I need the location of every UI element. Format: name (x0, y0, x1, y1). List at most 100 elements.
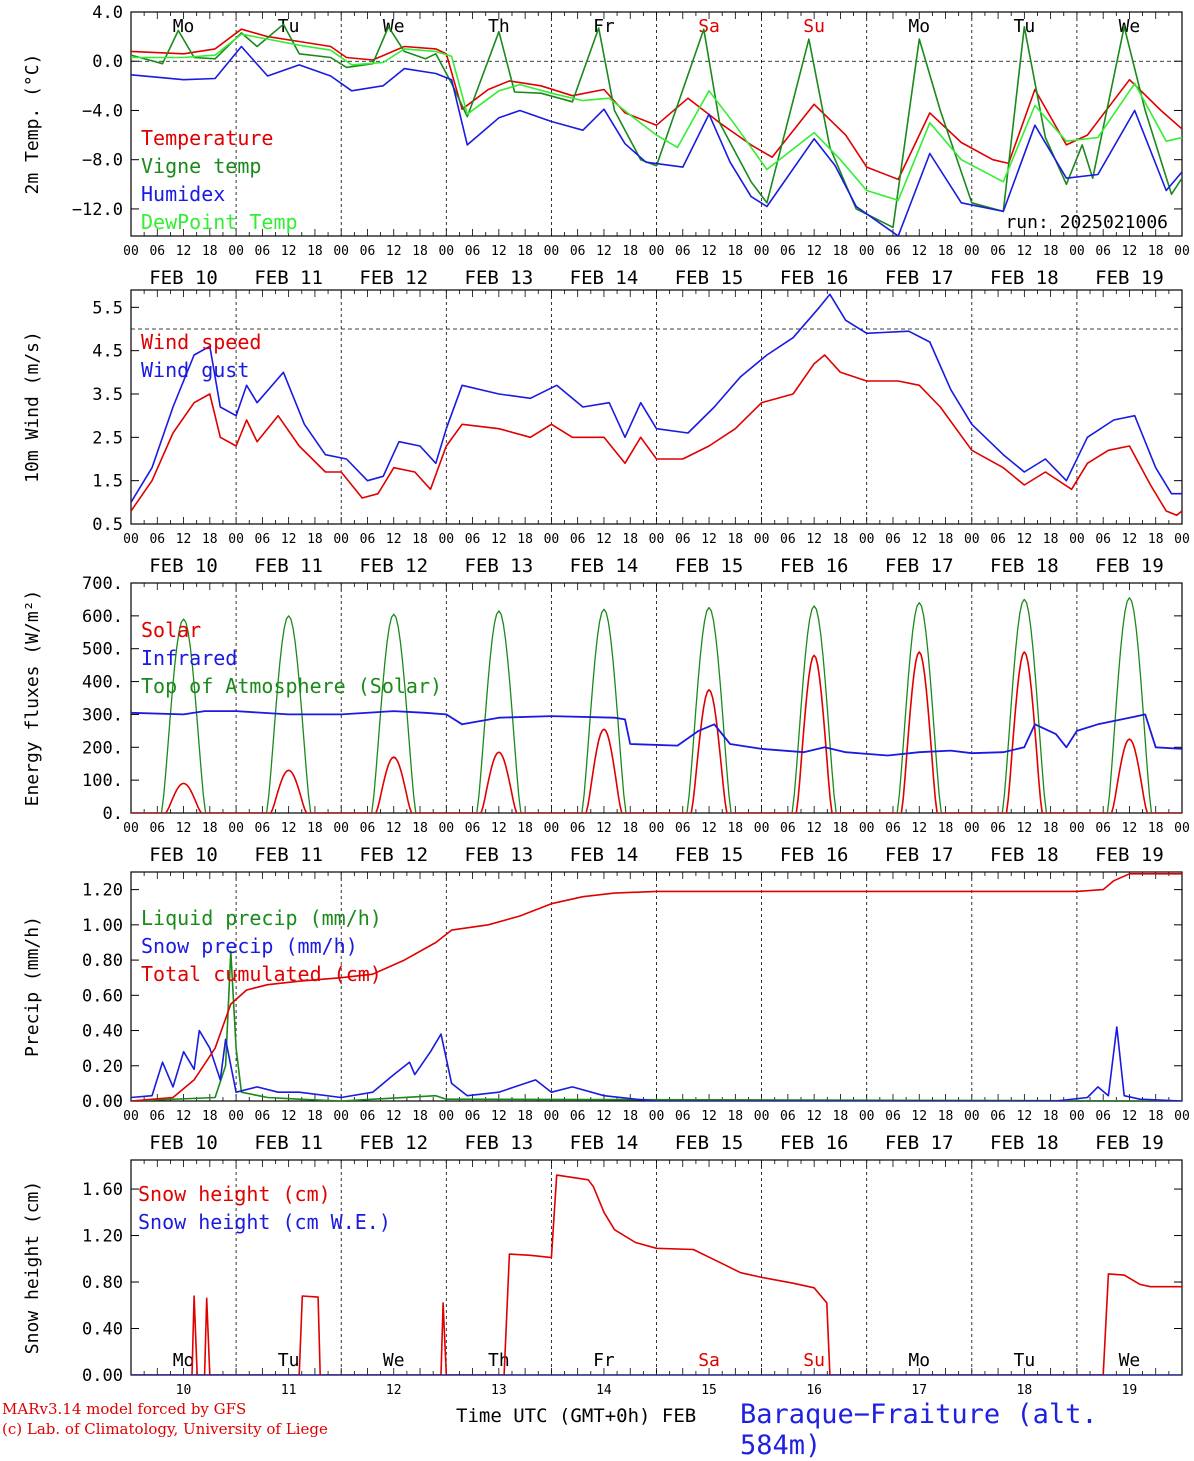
hour-label: 00 (228, 244, 244, 259)
date-label: FEB 16 (780, 844, 849, 866)
y-tick-label: 5.5 (92, 298, 123, 318)
hour-label: 06 (149, 821, 165, 836)
hour-label: 00 (228, 821, 244, 836)
hour-label: 18 (307, 821, 323, 836)
hour-label: 06 (780, 1109, 796, 1124)
hour-label: 12 (596, 821, 612, 836)
y-tick-label: 1.20 (82, 881, 123, 901)
hour-label: 18 (1148, 244, 1164, 259)
date-label: FEB 16 (780, 267, 849, 289)
day-number-label: 10 (176, 1383, 192, 1398)
date-label: FEB 15 (675, 1132, 744, 1154)
date-label: FEB 15 (675, 267, 744, 289)
hour-label: 18 (938, 1109, 954, 1124)
hour-label: 18 (833, 821, 849, 836)
weekday-label: Fr (593, 16, 615, 37)
date-label: FEB 15 (675, 555, 744, 577)
hour-label: 00 (544, 821, 560, 836)
y-axis-label: Snow height (cm) (22, 1181, 43, 1354)
credit-model: MARv3.14 model forced by GFS (2, 1400, 247, 1418)
date-label: FEB 13 (465, 555, 534, 577)
hour-label: 18 (1043, 532, 1059, 547)
hour-label: 06 (990, 532, 1006, 547)
panel-5: 1.60 1.20 0.80 0.40 0.00 Snow height (cm) Mo Tu… (22, 1159, 1183, 1398)
y-tick-label: 0. (103, 804, 123, 824)
hour-label: 00 (964, 532, 980, 547)
hour-label: 00 (1174, 532, 1190, 547)
hour-label: 00 (123, 244, 139, 259)
hour-label: 12 (806, 532, 822, 547)
panel-1: 4.0 0.0 −4.0 −8.0 −12.0 2m Temp. (°C) 00 06 12 18… (22, 3, 1190, 289)
hour-label: 18 (622, 244, 638, 259)
hour-label: 12 (806, 1109, 822, 1124)
hour-label: 00 (859, 821, 875, 836)
series-total-cumulated-cm- (131, 873, 1182, 1101)
hour-label: 00 (1069, 1109, 1085, 1124)
hour-label: 06 (675, 244, 691, 259)
day-number-label: 11 (281, 1383, 297, 1398)
hour-label: 12 (701, 821, 717, 836)
hour-label: 00 (754, 1109, 770, 1124)
hour-label: 06 (465, 821, 481, 836)
hour-label: 18 (622, 532, 638, 547)
date-label: FEB 16 (780, 555, 849, 577)
series-dewpoint-temp (131, 33, 1182, 202)
series-humidex (131, 45, 1182, 236)
hour-label: 00 (1174, 1109, 1190, 1124)
hour-label: 06 (255, 1109, 271, 1124)
day-number-label: 17 (911, 1383, 927, 1398)
hour-label: 12 (281, 821, 297, 836)
hour-label: 06 (570, 244, 586, 259)
weekday-label: Su (803, 16, 825, 37)
hour-label: 12 (806, 821, 822, 836)
hour-label: 18 (1148, 532, 1164, 547)
hour-label: 00 (649, 821, 665, 836)
hour-label: 00 (1069, 532, 1085, 547)
hour-label: 12 (701, 532, 717, 547)
hour-label: 06 (990, 244, 1006, 259)
y-tick-label: 4.0 (92, 3, 123, 23)
hour-label: 06 (360, 244, 376, 259)
y-tick-label: 0.80 (82, 951, 123, 971)
y-tick-label: 300. (82, 705, 123, 725)
date-label: FEB 19 (1095, 1132, 1164, 1154)
legend-entry: Infrared (141, 646, 237, 670)
weekday-label: Tu (278, 1350, 300, 1371)
weekday-label: Mo (173, 1350, 195, 1371)
hour-label: 06 (465, 244, 481, 259)
weekday-label: We (383, 1350, 405, 1371)
y-tick-label: −8.0 (82, 151, 123, 171)
hour-label: 12 (386, 821, 402, 836)
hour-label: 00 (1174, 244, 1190, 259)
hour-label: 00 (123, 1109, 139, 1124)
hour-label: 00 (859, 1109, 875, 1124)
hour-label: 18 (307, 532, 323, 547)
date-label: FEB 12 (359, 267, 428, 289)
y-tick-label: 0.0 (92, 52, 123, 72)
hour-label: 06 (149, 1109, 165, 1124)
date-label: FEB 16 (780, 1132, 849, 1154)
hour-label: 18 (517, 821, 533, 836)
date-label: FEB 17 (885, 1132, 954, 1154)
hour-label: 00 (228, 532, 244, 547)
date-label: FEB 10 (149, 267, 218, 289)
hour-label: 06 (255, 244, 271, 259)
hour-label: 18 (1043, 1109, 1059, 1124)
date-label: FEB 18 (990, 555, 1059, 577)
hour-label: 12 (1122, 532, 1138, 547)
weekday-label: We (1119, 1350, 1141, 1371)
hour-label: 00 (544, 244, 560, 259)
legend-entry: Solar (141, 618, 201, 642)
hour-label: 12 (491, 1109, 507, 1124)
hour-label: 12 (911, 532, 927, 547)
series-solar (131, 651, 1182, 813)
weekday-label: Tu (1014, 1350, 1036, 1371)
hour-label: 12 (386, 244, 402, 259)
panel-2: 5.5 4.5 3.5 2.5 1.5 0.5 10m Wind (m/s) 00 06 12 18… (22, 289, 1190, 577)
hour-label: 18 (202, 532, 218, 547)
hour-label: 06 (149, 244, 165, 259)
date-label: FEB 18 (990, 844, 1059, 866)
hour-label: 06 (1095, 532, 1111, 547)
hour-label: 18 (833, 244, 849, 259)
y-tick-label: 600. (82, 607, 123, 627)
